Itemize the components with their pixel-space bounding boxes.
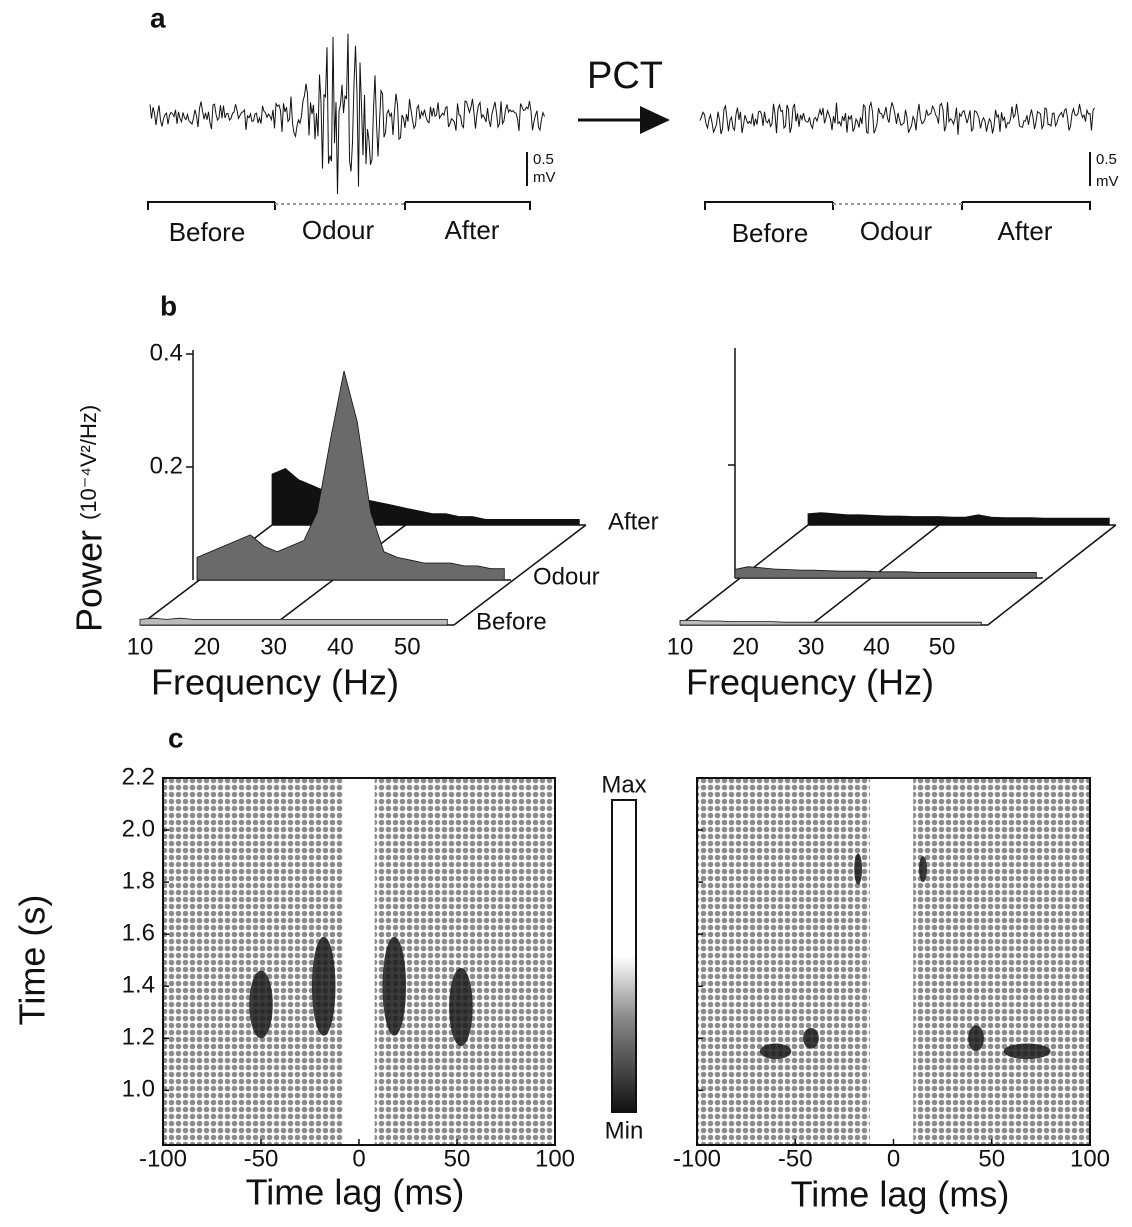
- panel-letter: b: [160, 290, 177, 321]
- colorbar-min: Min: [605, 1117, 644, 1144]
- x-tick-label: 0: [352, 1145, 365, 1172]
- floor-line: [987, 524, 1117, 626]
- y-axis-title-unit: (10⁻⁴V²/Hz): [76, 405, 101, 520]
- epoch-label: Odour: [302, 215, 375, 245]
- spectrum-area: [807, 512, 1110, 526]
- epoch-label: After: [445, 215, 500, 245]
- x-axis-title: Time lag (ms): [246, 1172, 465, 1213]
- y-axis-title: Power (10⁻⁴V²/Hz): [69, 405, 110, 632]
- x-tick-label: 20: [193, 633, 220, 660]
- x-axis-title: Frequency (Hz): [686, 662, 934, 703]
- heatmap-blob: [854, 853, 863, 885]
- scale-unit: mV: [1096, 173, 1119, 190]
- epoch-label: Odour: [860, 216, 933, 246]
- y-tick-label: 1.6: [122, 920, 155, 947]
- lfp-trace: [699, 100, 1095, 135]
- lfp-trace: [149, 33, 545, 195]
- x-tick-label: 50: [978, 1145, 1005, 1172]
- x-tick-label: -100: [673, 1145, 721, 1172]
- epoch-label: After: [998, 216, 1053, 246]
- x-tick-label: 50: [444, 1145, 471, 1172]
- y-axis-title-main: Power: [69, 530, 110, 632]
- y-axis-title: Time (s): [12, 895, 53, 1026]
- x-tick-label: -50: [778, 1145, 813, 1172]
- x-tick-label: 0: [887, 1145, 900, 1172]
- spectrum-area: [196, 370, 505, 581]
- heatmap-blob: [803, 1027, 819, 1049]
- x-tick-label: 50: [929, 633, 956, 660]
- y-tick-label: 2.2: [122, 763, 155, 790]
- colorbar: [611, 799, 637, 1113]
- floor-line: [453, 524, 587, 626]
- x-tick-label: 30: [798, 633, 825, 660]
- panel-letter: c: [168, 722, 184, 753]
- heatmap-blob: [919, 856, 927, 883]
- x-axis-title: Frequency (Hz): [151, 662, 399, 703]
- heatmap-blob: [311, 936, 336, 1036]
- heatmap-blob: [759, 1043, 792, 1060]
- heatmap-stripe: [343, 778, 375, 1145]
- spectrum-area: [679, 620, 982, 626]
- arrow-label: PCT: [587, 55, 663, 97]
- x-tick-label: 10: [667, 633, 694, 660]
- heatmap-blob: [382, 936, 407, 1036]
- x-tick-label: 40: [327, 633, 354, 660]
- epoch-label: Before: [169, 217, 246, 247]
- heatmap-blob: [968, 1025, 984, 1052]
- y-tick-label: 1.4: [122, 972, 155, 999]
- series-label: Odour: [533, 563, 600, 590]
- x-tick-label: 100: [535, 1145, 575, 1172]
- heatmap-blob: [449, 968, 473, 1047]
- traces: [149, 33, 1095, 195]
- x-tick-label: 10: [127, 633, 154, 660]
- series-label: Before: [476, 608, 547, 635]
- heatmap-blob: [249, 970, 273, 1039]
- x-tick-label: 30: [260, 633, 287, 660]
- colorbar-max: Max: [601, 771, 646, 798]
- x-tick-label: -50: [244, 1145, 279, 1172]
- y-tick-label: 1.2: [122, 1024, 155, 1051]
- y-tick-label: 0.2: [150, 452, 183, 479]
- x-tick-label: -100: [139, 1145, 187, 1172]
- spectrum-area: [734, 566, 1037, 579]
- epoch-label: Before: [732, 218, 809, 248]
- y-tick-label: 1.0: [122, 1076, 155, 1103]
- scale-unit: mV: [533, 169, 556, 186]
- series-label: After: [608, 508, 659, 535]
- x-tick-label: 50: [394, 633, 421, 660]
- spectrum-area: [139, 617, 448, 626]
- y-tick-label: 1.8: [122, 867, 155, 894]
- heatmap-stripe: [869, 778, 914, 1145]
- epoch-bracket: [147, 201, 1091, 210]
- scale-value: 0.5: [1096, 151, 1117, 168]
- y-tick-label: 2.0: [122, 815, 155, 842]
- y-tick-label: 0.4: [150, 339, 183, 366]
- panel-letter: a: [150, 2, 166, 33]
- heatmap-blob: [1003, 1043, 1051, 1060]
- x-tick-label: 100: [1070, 1145, 1110, 1172]
- x-tick-label: 40: [863, 633, 890, 660]
- x-axis-title: Time lag (ms): [791, 1174, 1010, 1215]
- arrow-head: [640, 106, 670, 134]
- scale-value: 0.5: [533, 151, 554, 168]
- x-tick-label: 20: [732, 633, 759, 660]
